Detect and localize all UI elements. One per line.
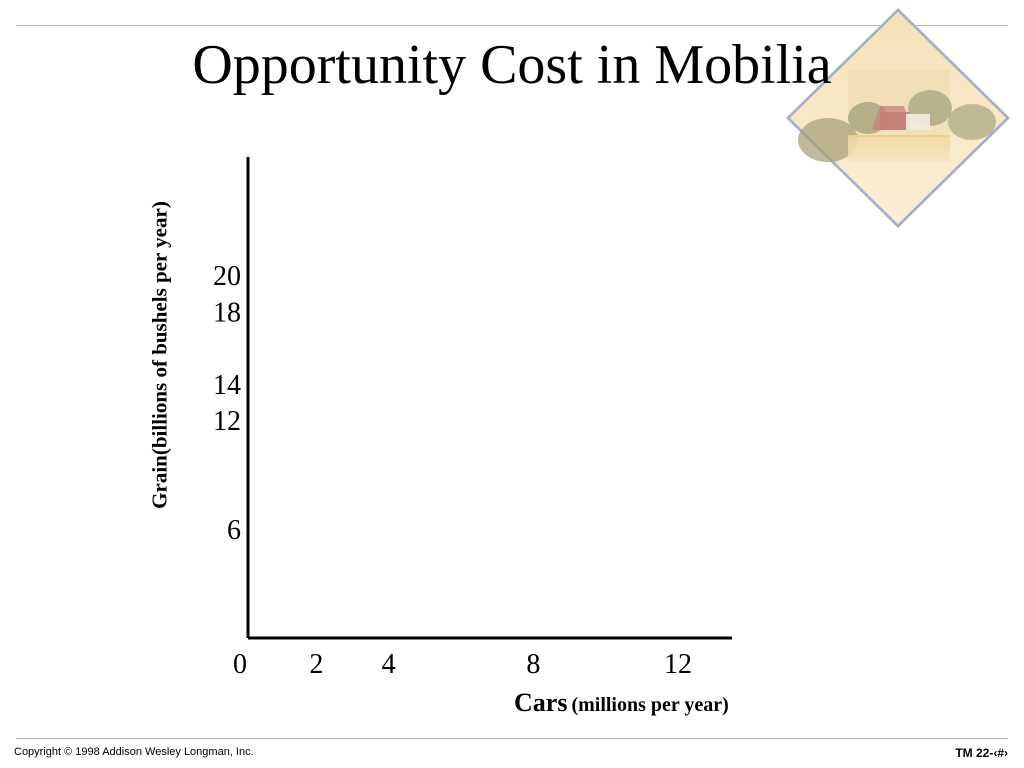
bottom-rule bbox=[16, 738, 1008, 739]
x-axis-label-main: Cars bbox=[514, 688, 568, 717]
copyright-text: Copyright © 1998 Addison Wesley Longman,… bbox=[14, 746, 254, 758]
x-tick-label: 8 bbox=[526, 649, 540, 680]
x-tick-label: 0 bbox=[233, 649, 247, 680]
x-axis-label-unit: (millions per year) bbox=[571, 694, 729, 716]
x-axis-label: Cars (millions per year) bbox=[514, 688, 729, 718]
top-rule bbox=[16, 25, 1008, 26]
slide-number: TM 22-‹#› bbox=[955, 746, 1008, 760]
page-title: Opportunity Cost in Mobilia bbox=[192, 34, 832, 96]
x-tick-label: 2 bbox=[309, 649, 323, 680]
y-tick-label: 12 bbox=[213, 406, 241, 437]
y-axis-label: Grain(billions of bushels per year) bbox=[147, 201, 172, 509]
y-tick-label: 18 bbox=[213, 297, 241, 328]
x-tick-label: 4 bbox=[382, 649, 396, 680]
y-tick-label: 14 bbox=[213, 370, 241, 401]
y-tick-label: 20 bbox=[213, 261, 241, 292]
y-tick-label: 6 bbox=[227, 515, 241, 546]
x-tick-label: 12 bbox=[664, 649, 692, 680]
